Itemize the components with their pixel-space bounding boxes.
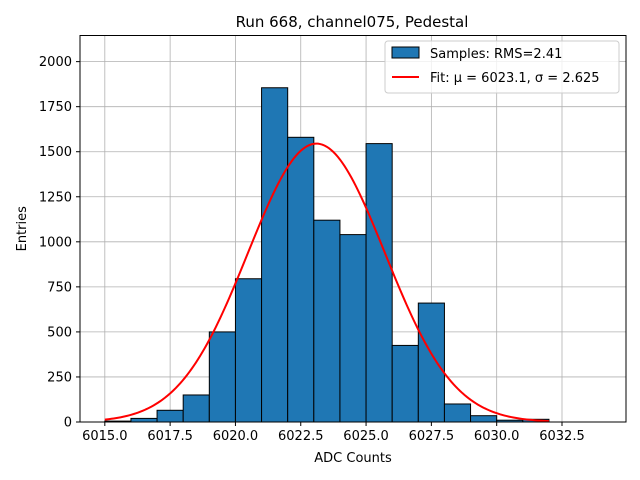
x-tick-label: 6017.5 (147, 429, 193, 444)
y-tick-label: 2000 (39, 55, 72, 70)
histogram-bar (339, 234, 367, 423)
x-axis-label: ADC Counts (314, 451, 392, 466)
histogram-bar (313, 219, 341, 423)
histogram-bar (261, 87, 289, 423)
legend: Samples: RMS=2.41 Fit: μ = 6023.1, σ = 2… (384, 40, 620, 94)
histogram-bar (365, 143, 393, 423)
histogram-bar (391, 344, 419, 423)
x-tick-label: 6015.0 (82, 429, 128, 444)
histogram-bars (104, 87, 550, 423)
y-tick-label: 500 (47, 325, 72, 340)
chart-title: Run 668, channel075, Pedestal (236, 13, 469, 31)
x-tick-label: 6027.5 (409, 429, 455, 444)
legend-histogram-label: Samples: RMS=2.41 (430, 47, 562, 62)
histogram-bar (417, 302, 445, 423)
x-tick-label: 6025.0 (343, 429, 389, 444)
x-axis-ticks: 6015.0 6017.5 6020.0 6022.5 6025.0 6027.5 6030… (82, 422, 585, 444)
histogram-bar (234, 278, 263, 423)
y-tick-label: 1500 (39, 145, 72, 160)
legend-box (384, 40, 620, 94)
fit-curve (104, 142, 549, 423)
legend-fit-label: Fit: μ = 6023.1, σ = 2.625 (430, 71, 600, 86)
legend-histogram-swatch (391, 46, 420, 59)
histogram-bar (182, 394, 210, 423)
x-tick-label: 6032.5 (539, 429, 585, 444)
y-tick-label: 1000 (39, 235, 72, 250)
histogram-bar (208, 331, 236, 423)
plot-frame (79, 35, 627, 423)
y-axis-ticks: 0 250 500 750 1000 1250 1500 1750 2000 (39, 55, 80, 431)
x-tick-label: 6022.5 (278, 429, 324, 444)
histogram-bar (287, 136, 315, 423)
y-tick-label: 250 (47, 370, 72, 385)
y-tick-label: 1750 (39, 100, 72, 115)
y-axis-label: Entries (15, 206, 30, 252)
histogram-bar (156, 409, 184, 423)
histogram-bar (130, 417, 158, 423)
histogram-bar (470, 415, 498, 423)
x-tick-label: 6030.0 (474, 429, 520, 444)
histogram-bar (443, 403, 472, 423)
y-tick-label: 750 (47, 280, 72, 295)
y-tick-label: 0 (64, 416, 72, 431)
fit-curve-layer (104, 142, 549, 423)
y-tick-label: 1250 (39, 190, 72, 205)
x-tick-label: 6020.0 (213, 429, 259, 444)
